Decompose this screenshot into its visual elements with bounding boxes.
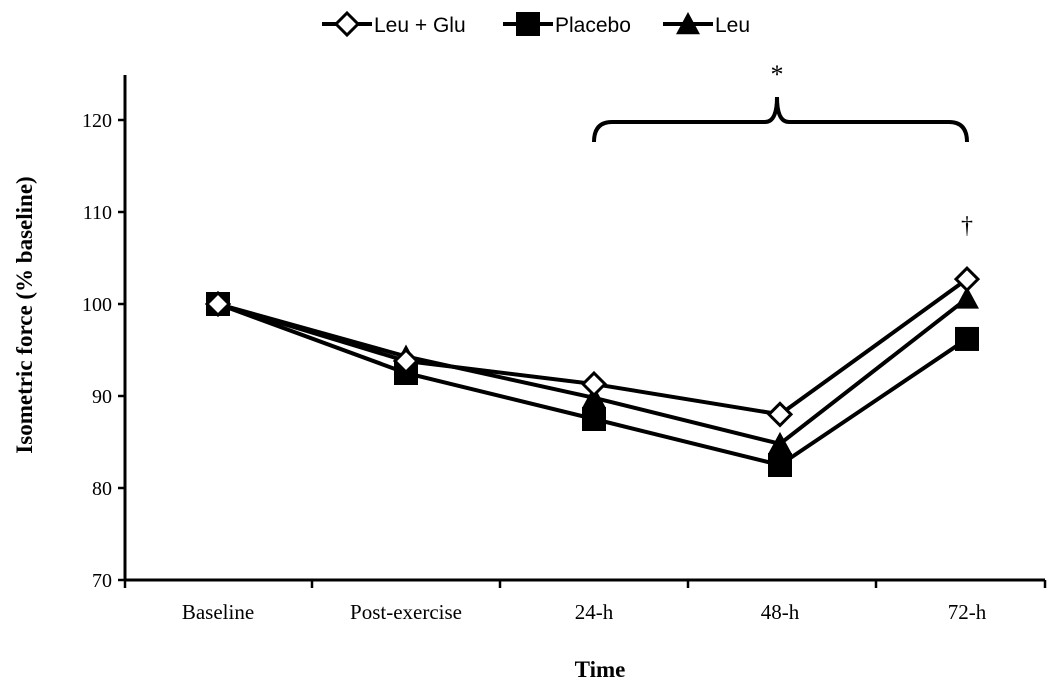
legend-label: Placebo <box>555 14 631 37</box>
y-tick-label: 80 <box>92 478 112 500</box>
legend-marker <box>676 12 700 35</box>
data-point <box>204 290 232 318</box>
legend-label: Leu + Glu <box>374 14 466 37</box>
x-tick-label: 48-h <box>761 600 800 624</box>
data-point <box>392 347 420 375</box>
x-tick-label: Post-exercise <box>350 600 462 624</box>
significance-bracket <box>592 96 969 143</box>
data-point <box>580 370 608 398</box>
data-point <box>953 266 981 293</box>
y-tick-label: 100 <box>82 294 112 316</box>
y-tick-label: 120 <box>82 110 112 132</box>
legend-label: Leu <box>715 14 750 37</box>
data-point <box>768 431 792 455</box>
x-tick-label: Baseline <box>182 600 254 624</box>
y-tick-label: 90 <box>92 386 112 408</box>
data-point <box>955 286 979 309</box>
x-tick-label: 24-h <box>575 600 614 624</box>
data-point <box>766 401 794 428</box>
data-point <box>768 453 792 477</box>
x-axis-title: Time <box>575 657 626 682</box>
y-tick-label: 110 <box>83 202 112 224</box>
legend-marker <box>333 10 361 38</box>
bracket-asterisk: * <box>771 60 784 89</box>
legend-marker <box>516 12 540 36</box>
data-point <box>955 326 979 351</box>
y-tick-label: 70 <box>92 570 112 592</box>
y-axis-title: Isometric force (% baseline) <box>12 176 37 453</box>
dagger-mark: † <box>961 213 973 239</box>
x-tick-label: 72-h <box>948 600 987 624</box>
data-point <box>582 407 606 431</box>
